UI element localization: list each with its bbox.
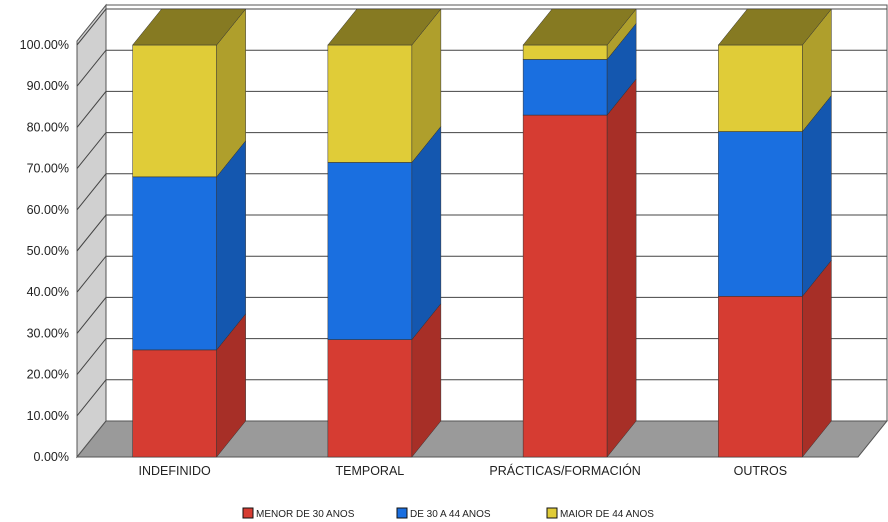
bar-segment-side bbox=[217, 141, 246, 350]
y-tick-label: 90.00% bbox=[27, 79, 69, 93]
legend-label: DE 30 A 44 ANOS bbox=[410, 509, 491, 520]
legend: MENOR DE 30 ANOS DE 30 A 44 ANOS MAIOR DE … bbox=[243, 508, 654, 520]
y-tick-label: 0.00% bbox=[34, 450, 69, 464]
bar-segment bbox=[328, 340, 412, 457]
legend-swatch bbox=[397, 508, 407, 518]
bar-stack bbox=[133, 9, 246, 457]
bar-segment bbox=[328, 162, 412, 339]
legend-label: MAIOR DE 44 ANOS bbox=[560, 509, 654, 520]
bar-segment bbox=[718, 296, 802, 457]
x-tick-label: TEMPORAL bbox=[335, 464, 404, 478]
x-tick-label: INDEFINIDO bbox=[139, 464, 212, 478]
y-tick-label: 50.00% bbox=[27, 244, 69, 258]
legend-label: MENOR DE 30 ANOS bbox=[256, 509, 355, 520]
bar-segment bbox=[133, 350, 217, 457]
y-tick-label: 20.00% bbox=[27, 368, 69, 382]
y-tick-label: 100.00% bbox=[20, 38, 69, 52]
bar-segment bbox=[133, 45, 217, 177]
legend-swatch bbox=[243, 508, 253, 518]
bar-segment bbox=[523, 59, 607, 115]
bar-stack bbox=[328, 9, 441, 457]
y-axis-ticks: 0.00% 10.00% 20.00% 30.00% 40.00% 50.00% 60.00… bbox=[20, 38, 69, 464]
bar-segment-side bbox=[412, 126, 441, 339]
side-wall bbox=[77, 5, 106, 457]
legend-swatch bbox=[547, 508, 557, 518]
bar-segment bbox=[523, 115, 607, 457]
y-tick-label: 10.00% bbox=[27, 409, 69, 423]
x-tick-label: PRÁCTICAS/FORMACIÓN bbox=[489, 463, 640, 478]
bar-segment bbox=[718, 45, 802, 132]
bar-segment bbox=[133, 177, 217, 350]
bar-segment bbox=[718, 132, 802, 297]
y-tick-label: 60.00% bbox=[27, 203, 69, 217]
y-tick-label: 80.00% bbox=[27, 120, 69, 134]
bar-segment bbox=[328, 45, 412, 162]
x-axis-ticks: INDEFINIDO TEMPORAL PRÁCTICAS/FORMACIÓN OUT… bbox=[139, 463, 788, 478]
x-tick-label: OUTROS bbox=[734, 464, 787, 478]
bar-segment-side bbox=[607, 79, 636, 457]
y-tick-label: 40.00% bbox=[27, 285, 69, 299]
bar-stack bbox=[718, 9, 831, 457]
y-tick-label: 70.00% bbox=[27, 162, 69, 176]
bar-segment bbox=[523, 45, 607, 59]
bar-stack bbox=[523, 9, 636, 457]
y-tick-label: 30.00% bbox=[27, 326, 69, 340]
